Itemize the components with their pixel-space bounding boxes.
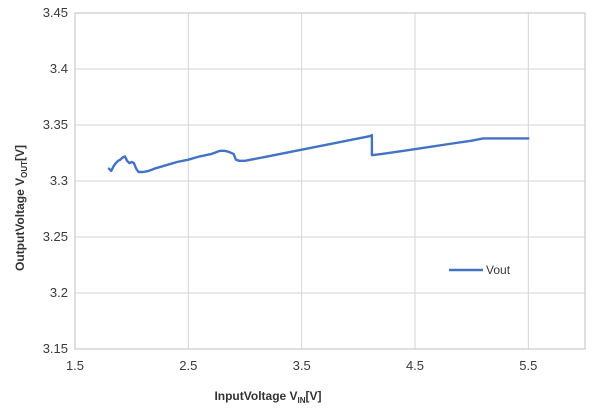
axes — [74, 12, 586, 350]
x-axis-title-suffix: [V] — [306, 389, 322, 403]
y-tick-label: 3.2 — [50, 285, 68, 300]
x-tick-label: 5.5 — [519, 358, 537, 373]
y-axis-title: OutputVoltage VOUT[V] — [13, 145, 29, 271]
x-tick-label: 3.5 — [293, 358, 311, 373]
series — [107, 133, 530, 174]
x-axis-title: InputVoltage VIN[V] — [214, 389, 321, 405]
series-line-vout — [107, 133, 530, 174]
grid — [74, 12, 585, 350]
legend-label: Vout — [486, 263, 511, 277]
y-tick-label: 3.35 — [43, 117, 68, 132]
x-tick-label: 2.5 — [179, 358, 197, 373]
y-tick-label: 3.15 — [43, 341, 68, 356]
y-tick-label: 3.4 — [50, 61, 68, 76]
y-axis-title-sub: OUT — [20, 161, 29, 178]
x-axis-title-main: InputVoltage V — [214, 389, 297, 403]
tick-labels: 3.15 3.2 3.25 3.3 3.35 3.4 3.45 1.5 2.5 3.5 4.5 5.5 — [43, 5, 538, 373]
y-tick-label: 3.3 — [50, 173, 68, 188]
plot-area-border — [74, 12, 586, 350]
legend: Vout — [449, 263, 511, 277]
y-tick-label: 3.25 — [43, 229, 68, 244]
x-axis-title-sub: IN — [298, 396, 306, 405]
y-axis-title-suffix: [V] — [13, 145, 27, 161]
y-axis-title-main: OutputVoltage V — [13, 178, 27, 271]
x-tick-label: 1.5 — [66, 358, 84, 373]
y-tick-label: 3.45 — [43, 5, 68, 20]
x-tick-label: 4.5 — [406, 358, 424, 373]
